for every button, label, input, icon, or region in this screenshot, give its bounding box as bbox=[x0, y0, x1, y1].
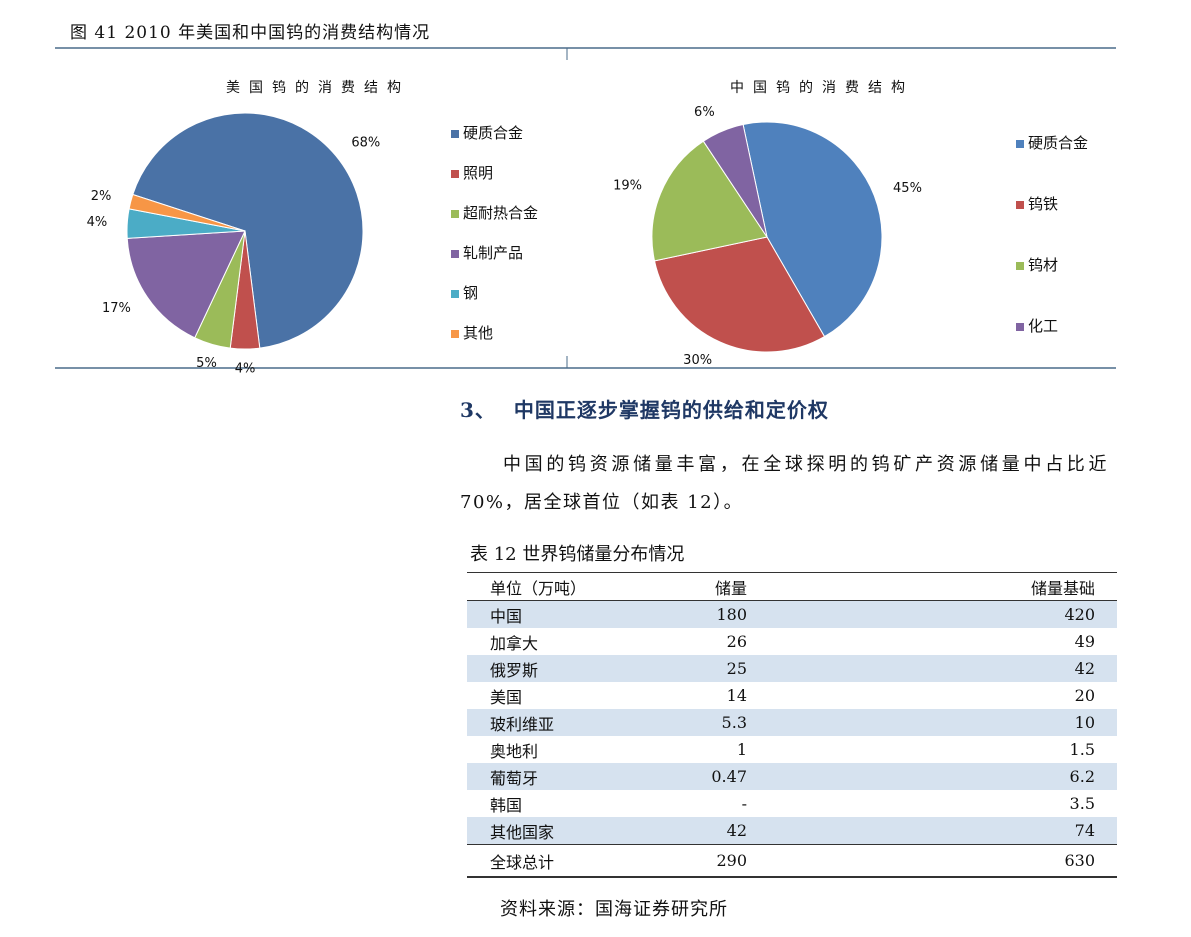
table-cell: 180 bbox=[716, 605, 747, 624]
legend-swatch bbox=[451, 290, 459, 298]
table-row: 葡萄牙 0.47 6.2 bbox=[467, 763, 1117, 790]
data-label: 19% bbox=[613, 178, 642, 193]
table-cell: 6.2 bbox=[1069, 767, 1095, 786]
data-label: 30% bbox=[683, 353, 712, 368]
data-label: 17% bbox=[102, 301, 131, 316]
legend-swatch bbox=[1016, 201, 1024, 209]
table-cell: 3.5 bbox=[1069, 794, 1095, 813]
legend-label: 其他 bbox=[463, 324, 493, 342]
paragraph: 中国的钨资源储量丰富，在全球探明的钨矿产资源储量中占比近 70%，居全球首位（如… bbox=[460, 454, 1108, 513]
table-cell: 加拿大 bbox=[490, 633, 539, 653]
table-cell: 10 bbox=[1074, 713, 1095, 732]
table-caption: 表 12 世界钨储量分布情况 bbox=[470, 544, 685, 565]
legend-swatch bbox=[451, 130, 459, 138]
table-cell: 49 bbox=[1074, 632, 1095, 651]
table-row: 韩国 - 3.5 bbox=[467, 790, 1117, 817]
source: 资料来源：国海证券研究所 bbox=[500, 899, 728, 920]
legend-label: 化工 bbox=[1028, 317, 1058, 335]
data-label: 6% bbox=[694, 105, 715, 120]
table-cell: 1 bbox=[736, 740, 747, 759]
legend-label: 照明 bbox=[463, 164, 493, 182]
data-label: 2% bbox=[91, 189, 112, 204]
data-label: 68% bbox=[351, 136, 380, 151]
pie-slice bbox=[132, 112, 364, 349]
table-row: 奥地利 1 1.5 bbox=[467, 736, 1117, 763]
legend-label: 超耐热合金 bbox=[463, 204, 538, 222]
table-row: 美国 14 20 bbox=[467, 682, 1117, 709]
table-cell: 中国 bbox=[490, 606, 523, 626]
figure-title: 图 41 2010 年美国和中国钨的消费结构情况 bbox=[70, 23, 431, 43]
table-cell: 20 bbox=[1074, 686, 1095, 705]
legend-label: 钢 bbox=[463, 284, 478, 302]
legend-label: 硬质合金 bbox=[463, 124, 523, 142]
chart-title: 中国钨的消费结构 bbox=[730, 80, 914, 96]
total-row: 全球总计 290 630 bbox=[467, 844, 1117, 877]
table-cell: 0.47 bbox=[711, 767, 747, 786]
table-cell: 14 bbox=[726, 686, 747, 705]
legend-swatch bbox=[451, 170, 459, 178]
pie-slice bbox=[702, 123, 768, 238]
header-row: 单位（万吨） 储量 储量基础 bbox=[467, 572, 1117, 601]
legend-swatch bbox=[451, 330, 459, 338]
legend-swatch bbox=[1016, 262, 1024, 270]
pie-slice bbox=[126, 230, 246, 339]
table-cell: 42 bbox=[1074, 659, 1095, 678]
table-cell: 韩国 bbox=[490, 795, 523, 815]
header-cell: 单位（万吨） bbox=[490, 578, 587, 598]
header-cell: 储量基础 bbox=[1030, 578, 1095, 598]
pie-slice bbox=[128, 193, 246, 232]
table-cell: 玻利维亚 bbox=[490, 714, 555, 734]
pie-slice bbox=[742, 121, 883, 338]
total-cell: 全球总计 bbox=[490, 852, 555, 872]
table-cell: 1.5 bbox=[1069, 740, 1095, 759]
legend-swatch bbox=[451, 250, 459, 258]
table: 单位（万吨） 储量 储量基础 中国 180 420 加拿大 26 49 俄罗斯 25 42 美国 14 2… bbox=[467, 572, 1117, 878]
table-cell: 5.3 bbox=[721, 713, 747, 732]
table-cell: 74 bbox=[1074, 821, 1095, 840]
data-label: 4% bbox=[235, 362, 256, 376]
legend-label: 钨铁 bbox=[1028, 195, 1058, 213]
table-cell: 葡萄牙 bbox=[490, 768, 539, 788]
legend-label: 轧制产品 bbox=[463, 244, 523, 262]
pie-slice bbox=[653, 236, 826, 353]
data-label: 5% bbox=[196, 356, 217, 371]
data-label: 4% bbox=[87, 215, 108, 230]
total-cell: 630 bbox=[1064, 851, 1095, 870]
figure: 美国钨的消费结构 68% 4% 5% 17% 4% 2% 硬质合金照明超耐热合金轧制产品钢其他… bbox=[55, 47, 1116, 376]
legend-swatch bbox=[1016, 140, 1024, 148]
table-cell: 26 bbox=[726, 632, 747, 651]
section-title: 中国正逐步掌握钨的供给和定价权 bbox=[513, 398, 829, 422]
table-cell: 奥地利 bbox=[490, 741, 539, 761]
table-cell: - bbox=[741, 794, 747, 813]
pie-slice bbox=[651, 140, 768, 262]
header-cell: 储量 bbox=[714, 578, 747, 598]
legend-swatch bbox=[1016, 323, 1024, 331]
table-cell: 其他国家 bbox=[490, 822, 555, 842]
legend-label: 钨材 bbox=[1028, 256, 1058, 274]
table-row: 中国 180 420 bbox=[467, 600, 1117, 628]
table-row: 玻利维亚 5.3 10 bbox=[467, 709, 1117, 736]
table-row: 加拿大 26 49 bbox=[467, 628, 1117, 655]
chart-title: 美国钨的消费结构 bbox=[226, 80, 410, 96]
section-number: 3、 bbox=[460, 398, 496, 422]
table-cell: 420 bbox=[1064, 605, 1095, 624]
data-label: 45% bbox=[893, 181, 922, 196]
section-heading: 3、 中国正逐步掌握钨的供给和定价权 bbox=[460, 394, 829, 423]
table-cell: 俄罗斯 bbox=[490, 660, 539, 680]
table-cell: 42 bbox=[726, 821, 747, 840]
table-row: 其他国家 42 74 bbox=[467, 817, 1117, 845]
total-cell: 290 bbox=[716, 851, 747, 870]
legend-swatch bbox=[451, 210, 459, 218]
table-cell: 美国 bbox=[490, 687, 523, 707]
legend-label: 硬质合金 bbox=[1028, 134, 1088, 152]
table-cell: 25 bbox=[726, 659, 747, 678]
table-row: 俄罗斯 25 42 bbox=[467, 655, 1117, 682]
